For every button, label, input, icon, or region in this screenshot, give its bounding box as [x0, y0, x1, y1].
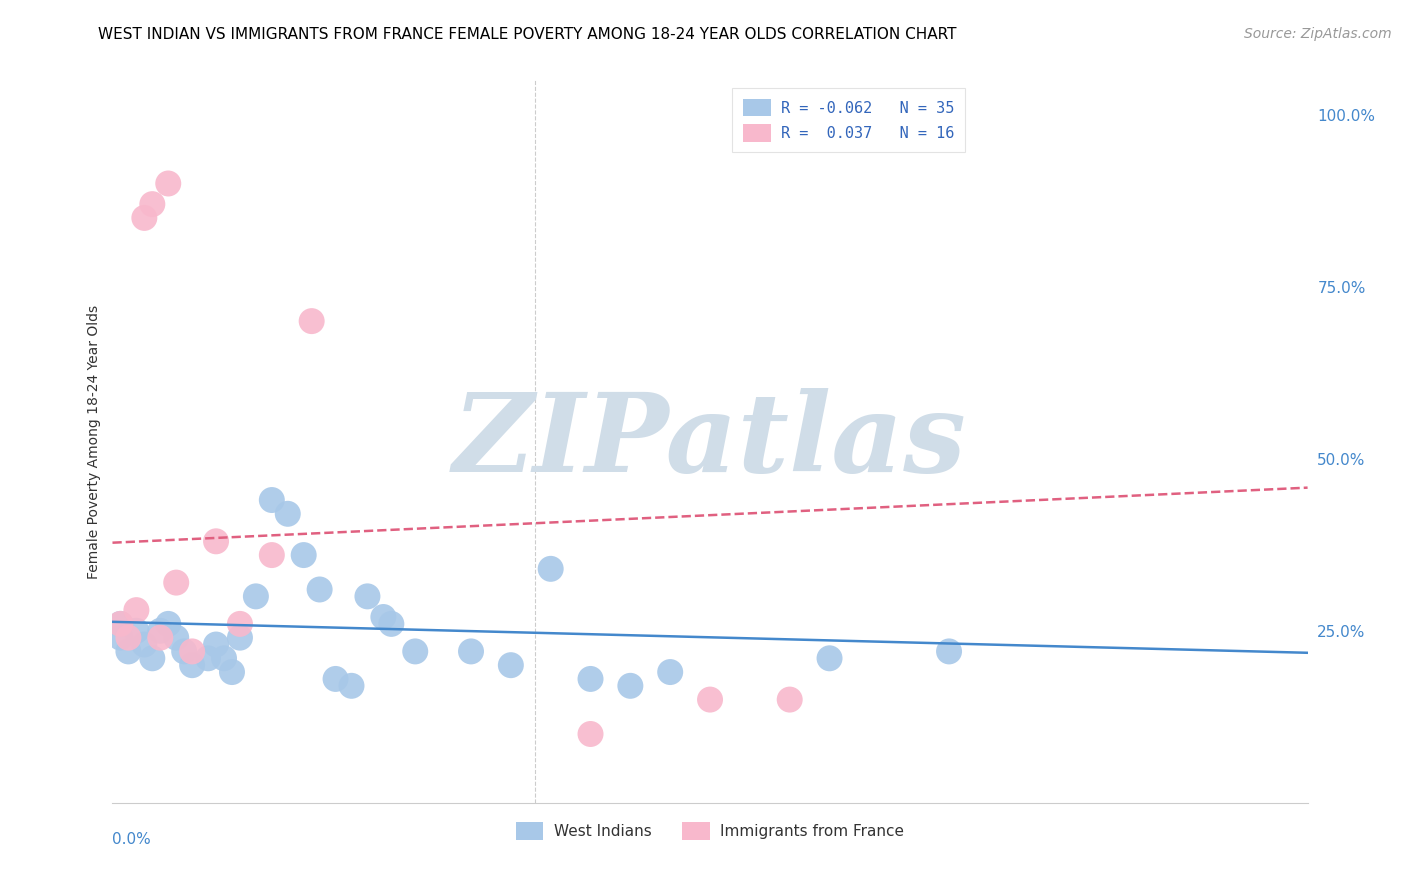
Point — [260, 548, 283, 562]
Point — [125, 624, 148, 638]
Point — [619, 679, 641, 693]
Point — [779, 692, 801, 706]
Point — [141, 651, 163, 665]
Point — [205, 638, 228, 652]
Point — [540, 562, 562, 576]
Point — [134, 638, 156, 652]
Point — [699, 692, 721, 706]
Point — [460, 644, 482, 658]
Point — [340, 679, 363, 693]
Text: Source: ZipAtlas.com: Source: ZipAtlas.com — [1244, 27, 1392, 41]
Point — [165, 575, 187, 590]
Point — [205, 534, 228, 549]
Point — [380, 616, 402, 631]
Point — [134, 211, 156, 225]
Point — [110, 616, 132, 631]
Point — [149, 624, 172, 638]
Text: WEST INDIAN VS IMMIGRANTS FROM FRANCE FEMALE POVERTY AMONG 18-24 YEAR OLDS CORRE: WEST INDIAN VS IMMIGRANTS FROM FRANCE FE… — [98, 27, 957, 42]
Point — [221, 665, 243, 679]
Point — [181, 658, 204, 673]
Point — [197, 651, 219, 665]
Point — [229, 616, 252, 631]
Point — [165, 631, 187, 645]
Y-axis label: Female Poverty Among 18-24 Year Olds: Female Poverty Among 18-24 Year Olds — [87, 304, 101, 579]
Point — [579, 672, 602, 686]
Point — [373, 610, 395, 624]
Legend: West Indians, Immigrants from France: West Indians, Immigrants from France — [509, 816, 911, 846]
Point — [117, 644, 139, 658]
Point — [173, 644, 195, 658]
Point — [157, 177, 180, 191]
Point — [404, 644, 426, 658]
Text: 0.0%: 0.0% — [112, 831, 152, 847]
Point — [212, 651, 235, 665]
Point — [110, 631, 132, 645]
Point — [938, 644, 960, 658]
Point — [308, 582, 330, 597]
Point — [292, 548, 315, 562]
Text: ZIPatlas: ZIPatlas — [453, 388, 967, 495]
Point — [325, 672, 347, 686]
Point — [659, 665, 682, 679]
Point — [149, 631, 172, 645]
Point — [141, 197, 163, 211]
Point — [117, 631, 139, 645]
Point — [157, 616, 180, 631]
Point — [260, 493, 283, 508]
Point — [125, 603, 148, 617]
Point — [301, 314, 323, 328]
Point — [277, 507, 299, 521]
Point — [579, 727, 602, 741]
Point — [499, 658, 522, 673]
Point — [110, 616, 132, 631]
Point — [356, 590, 378, 604]
Point — [229, 631, 252, 645]
Point — [245, 590, 267, 604]
Point — [181, 644, 204, 658]
Point — [818, 651, 841, 665]
